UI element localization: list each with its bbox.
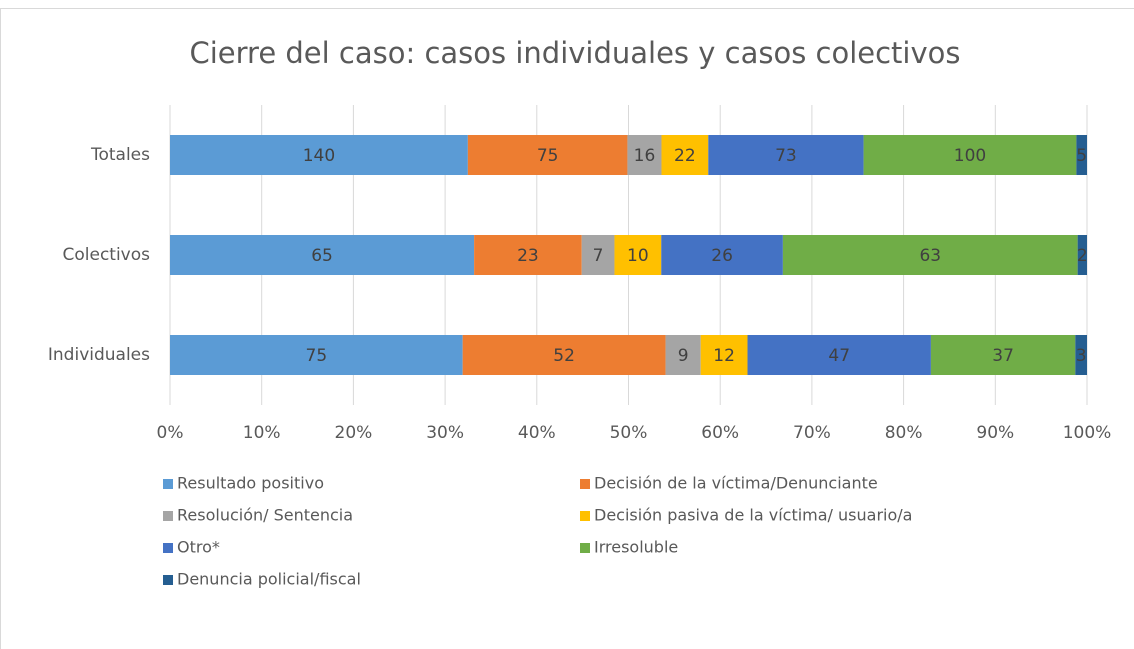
bar-segment — [581, 235, 615, 275]
chart-title: Cierre del caso: casos individuales y ca… — [189, 36, 960, 70]
bar-segment — [462, 335, 666, 375]
x-tick-label: 70% — [793, 423, 831, 443]
data-label: 16 — [634, 146, 656, 166]
bar-segment — [170, 335, 463, 375]
data-label: 26 — [711, 246, 733, 266]
x-tick-label: 100% — [1063, 423, 1112, 443]
bar-segment — [614, 235, 662, 275]
data-label: 3 — [1076, 346, 1087, 366]
y-tick-label: Totales — [90, 145, 150, 165]
legend-swatch — [163, 575, 173, 585]
legend-swatch — [163, 543, 173, 553]
bar-segment — [627, 135, 662, 175]
bar-segment — [1077, 235, 1087, 275]
data-label: 23 — [517, 246, 539, 266]
bar-segment — [661, 235, 783, 275]
legend-label: Decisión de la víctima/Denunciante — [594, 474, 878, 493]
legend-swatch — [163, 511, 173, 521]
data-label: 9 — [678, 346, 689, 366]
data-label: 73 — [775, 146, 797, 166]
legend-swatch — [580, 543, 590, 553]
data-label: 5 — [1076, 146, 1087, 166]
bar-segment — [474, 235, 582, 275]
bar-segment — [661, 135, 709, 175]
bar-segment — [700, 335, 748, 375]
bar-segment — [708, 135, 864, 175]
x-tick-label: 10% — [243, 423, 281, 443]
chart-border — [0, 8, 1134, 649]
data-label: 22 — [674, 146, 696, 166]
data-label: 10 — [627, 246, 649, 266]
legend-label: Otro* — [177, 538, 220, 557]
data-label: 65 — [311, 246, 333, 266]
legend-swatch — [580, 511, 590, 521]
legend-swatch — [163, 479, 173, 489]
data-label: 12 — [713, 346, 735, 366]
bar-segment — [170, 235, 475, 275]
x-tick-label: 20% — [335, 423, 373, 443]
data-label: 63 — [919, 246, 941, 266]
data-label: 7 — [593, 246, 604, 266]
data-label: 37 — [992, 346, 1014, 366]
data-label: 75 — [306, 346, 328, 366]
data-label: 100 — [954, 146, 986, 166]
bar-segment — [1076, 135, 1087, 175]
data-label: 47 — [828, 346, 850, 366]
legend-label: Irresoluble — [594, 538, 678, 557]
data-label: 2 — [1077, 246, 1088, 266]
bar-segment — [170, 135, 468, 175]
bar-segment — [467, 135, 628, 175]
bar-segment — [747, 335, 931, 375]
x-tick-label: 80% — [885, 423, 923, 443]
x-tick-label: 90% — [976, 423, 1014, 443]
bar-segment — [863, 135, 1077, 175]
legend-label: Decisión pasiva de la víctima/ usuario/a — [594, 506, 912, 525]
legend-label: Denuncia policial/fiscal — [177, 570, 361, 589]
bar-segment — [782, 235, 1078, 275]
y-tick-label: Individuales — [48, 345, 150, 365]
x-tick-label: 30% — [426, 423, 464, 443]
bar-segment — [665, 335, 701, 375]
legend-label: Resolución/ Sentencia — [177, 506, 353, 525]
legend-label: Resultado positivo — [177, 474, 324, 493]
bar-segment — [930, 335, 1076, 375]
data-label: 75 — [537, 146, 559, 166]
y-tick-label: Colectivos — [62, 245, 150, 265]
data-label: 52 — [553, 346, 575, 366]
x-tick-label: 60% — [701, 423, 739, 443]
legend-swatch — [580, 479, 590, 489]
data-label: 140 — [303, 146, 335, 166]
x-tick-label: 40% — [518, 423, 556, 443]
x-tick-label: 50% — [610, 423, 648, 443]
bar-segment — [1075, 335, 1087, 375]
x-tick-label: 0% — [157, 423, 184, 443]
